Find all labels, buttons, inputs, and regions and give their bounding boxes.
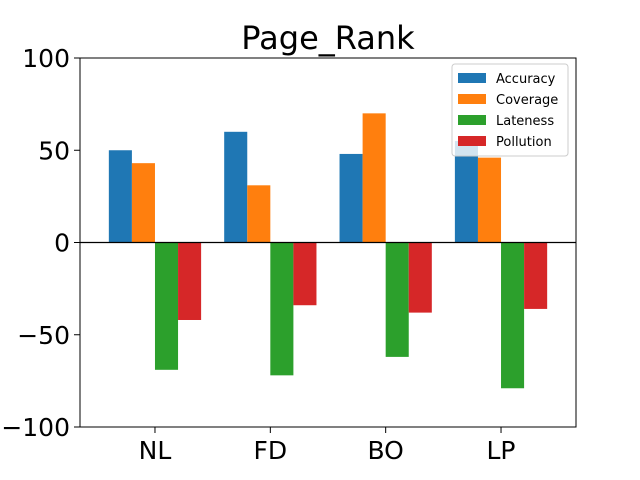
bar-coverage-nl (131, 163, 155, 243)
y-tick-label: 100 (22, 44, 70, 73)
chart-title: Page_Rank (241, 19, 415, 57)
x-tick-label-bo: BO (367, 436, 403, 465)
bar-pollution-nl (178, 242, 202, 320)
legend-label-lateness: Lateness (496, 114, 554, 129)
legend-swatch-lateness (458, 115, 486, 125)
bar-coverage-lp (477, 157, 502, 243)
bar-accuracy-fd (224, 131, 248, 243)
legend-box (451, 63, 569, 157)
x-axis: NL FD BO LP (139, 427, 516, 465)
bar-pollution-bo (408, 242, 432, 313)
legend-swatch-pollution (458, 136, 486, 146)
bars-layer (108, 113, 548, 389)
legend-label-coverage: Coverage (496, 93, 558, 108)
bar-lateness-nl (154, 242, 179, 370)
y-tick-label: 50 (38, 136, 70, 165)
y-tick-label: −50 (17, 321, 70, 350)
legend-label-accuracy: Accuracy (496, 72, 556, 87)
bar-pollution-fd (293, 242, 317, 306)
bar-pollution-lp (524, 242, 548, 309)
legend-label-pollution: Pollution (496, 135, 552, 150)
legend: Accuracy Coverage Lateness Pollution (451, 63, 569, 157)
legend-swatch-coverage (458, 94, 486, 104)
y-axis: −100 −50 0 50 100 (1, 44, 80, 442)
bar-coverage-bo (362, 113, 386, 243)
y-tick-label: 0 (54, 229, 70, 258)
bar-coverage-fd (247, 185, 271, 243)
bar-accuracy-nl (108, 150, 132, 243)
bar-accuracy-lp (454, 141, 478, 243)
bar-accuracy-bo (339, 153, 363, 243)
y-tick-label: −100 (1, 413, 70, 442)
bar-lateness-fd (270, 242, 294, 376)
bar-lateness-lp (501, 242, 525, 389)
x-tick-label-fd: FD (254, 436, 288, 465)
x-tick-label-nl: NL (139, 436, 172, 465)
bar-lateness-bo (385, 242, 409, 357)
legend-swatch-accuracy (458, 73, 486, 83)
x-tick-label-lp: LP (487, 436, 516, 465)
